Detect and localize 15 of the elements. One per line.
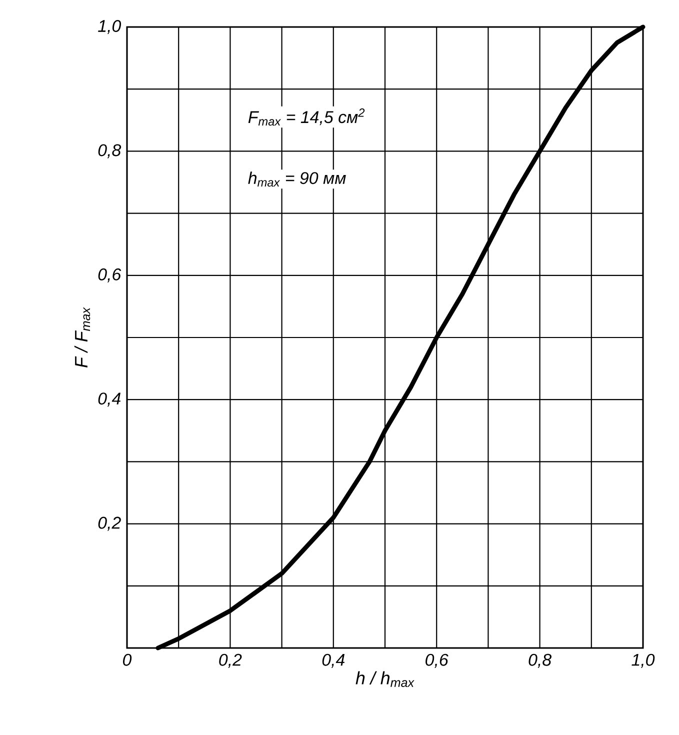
x-tick-label: 0,2 — [219, 654, 242, 668]
y-tick-label: 0,6 — [98, 268, 122, 282]
annotation: h$_{max}$ = 90 мм — [248, 172, 346, 187]
text: 0 — [123, 654, 132, 666]
y-tick-label: 0,4 — [98, 392, 121, 407]
x-tick-label: 0,8 — [528, 654, 552, 668]
x-tick-label: 0,6 — [426, 654, 448, 668]
y-tick-label: 1,0 — [98, 20, 122, 34]
x-axis-title: h / h$_{max}$ — [356, 671, 414, 688]
annotation: F$_{max}$ = 14,5 см$^{2}$ — [248, 108, 365, 126]
x-tick-label: 1,0 — [632, 654, 655, 668]
y-tick-label: 0,2 — [98, 516, 121, 531]
y-tick-label: 0,8 — [98, 144, 122, 158]
y-axis-title: F / F$_{max}$ — [74, 307, 90, 368]
x-tick-label: 0,4 — [322, 654, 345, 668]
